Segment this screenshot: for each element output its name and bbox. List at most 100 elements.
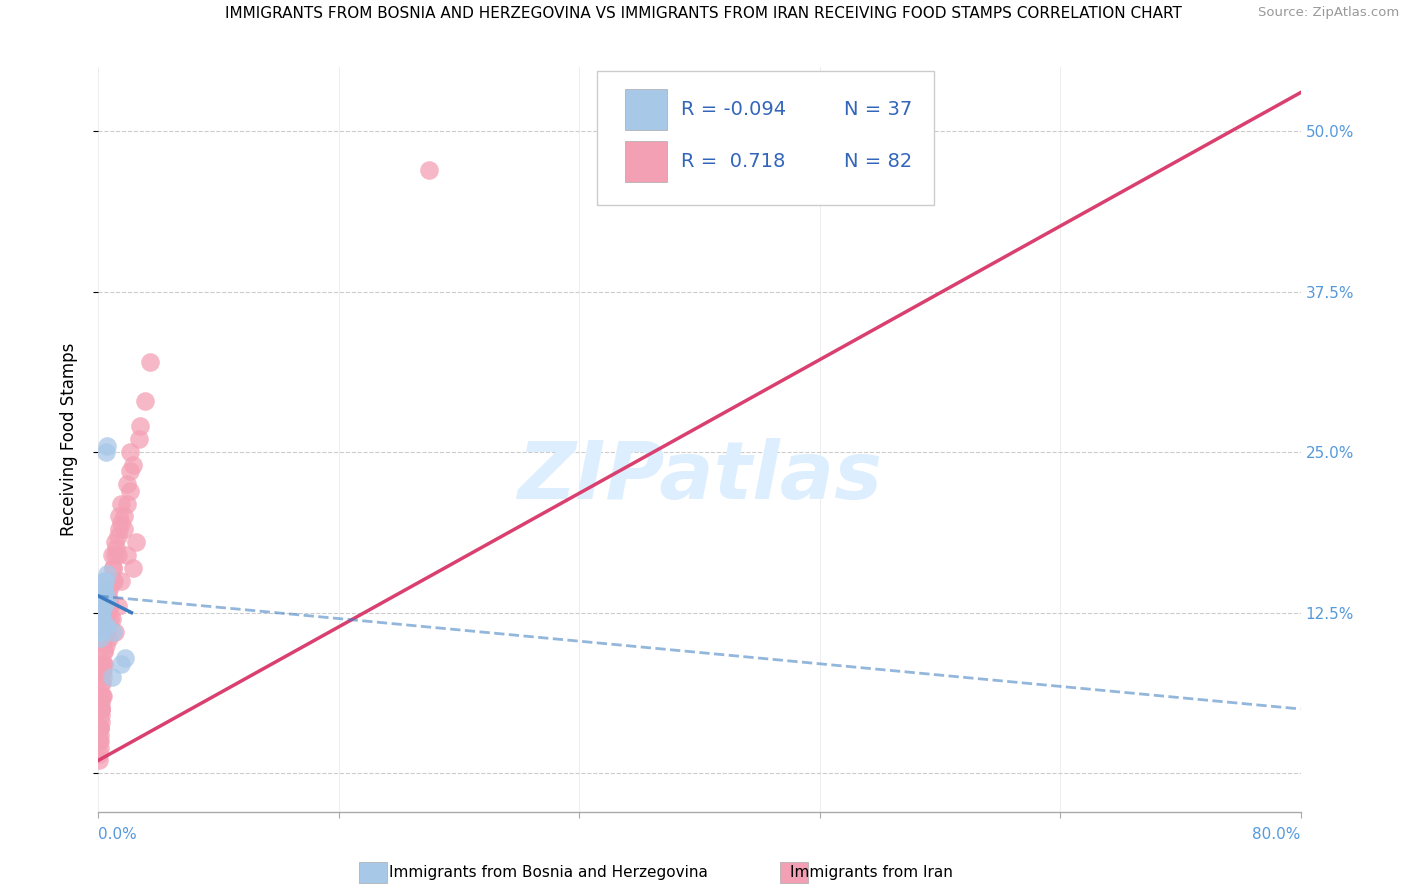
Point xyxy=(90,702,112,716)
Point xyxy=(134,393,156,408)
Point xyxy=(91,657,114,671)
Point xyxy=(90,689,112,703)
Point xyxy=(101,548,124,562)
Point xyxy=(107,548,129,562)
Point xyxy=(94,445,117,459)
Point xyxy=(115,548,138,562)
Point xyxy=(122,560,145,574)
Point xyxy=(93,664,115,678)
Text: Immigrants from Iran: Immigrants from Iran xyxy=(790,865,953,880)
Point xyxy=(107,522,129,536)
Point xyxy=(91,599,114,614)
Point xyxy=(418,162,440,177)
Point xyxy=(129,419,152,434)
Point xyxy=(94,586,117,600)
Point xyxy=(110,574,132,588)
Point xyxy=(97,599,120,614)
Point xyxy=(90,612,112,626)
Point xyxy=(114,650,136,665)
Point xyxy=(90,612,112,626)
Point xyxy=(89,721,111,735)
Point xyxy=(91,612,114,626)
Point xyxy=(89,734,111,748)
Point xyxy=(91,580,114,594)
Point xyxy=(90,606,112,620)
Text: ZIPatlas: ZIPatlas xyxy=(517,438,882,516)
Point xyxy=(96,606,118,620)
Point xyxy=(96,612,118,626)
Text: N = 82: N = 82 xyxy=(844,153,912,171)
Point xyxy=(90,702,112,716)
Point xyxy=(93,618,115,632)
Point xyxy=(89,728,111,742)
Point xyxy=(115,496,138,510)
Point xyxy=(104,548,127,562)
Text: R =  0.718: R = 0.718 xyxy=(682,153,786,171)
Point xyxy=(93,644,115,658)
Point xyxy=(101,670,124,684)
Point xyxy=(89,632,111,646)
Point xyxy=(90,702,112,716)
Point xyxy=(91,618,114,632)
Point xyxy=(93,592,115,607)
FancyBboxPatch shape xyxy=(624,89,666,130)
Point xyxy=(110,516,132,530)
Point xyxy=(90,702,112,716)
Point xyxy=(94,592,117,607)
Point xyxy=(91,664,114,678)
Point xyxy=(103,574,125,588)
Point xyxy=(100,612,122,626)
Point xyxy=(91,592,114,607)
Text: IMMIGRANTS FROM BOSNIA AND HERZEGOVINA VS IMMIGRANTS FROM IRAN RECEIVING FOOD ST: IMMIGRANTS FROM BOSNIA AND HERZEGOVINA V… xyxy=(225,6,1181,21)
Point xyxy=(90,689,112,703)
Point xyxy=(103,574,125,588)
Point xyxy=(90,599,112,614)
Text: 80.0%: 80.0% xyxy=(1253,827,1301,842)
Point xyxy=(118,483,141,498)
Point xyxy=(98,599,121,614)
Point xyxy=(104,624,127,639)
Point xyxy=(90,606,112,620)
Text: N = 37: N = 37 xyxy=(844,100,912,120)
Point xyxy=(96,618,118,632)
Point xyxy=(89,747,111,761)
Point xyxy=(115,477,138,491)
Point xyxy=(96,439,118,453)
Point xyxy=(91,664,114,678)
Point xyxy=(91,599,114,614)
Text: Immigrants from Bosnia and Herzegovina: Immigrants from Bosnia and Herzegovina xyxy=(389,865,707,880)
Point xyxy=(90,708,112,723)
FancyBboxPatch shape xyxy=(598,70,934,204)
Point xyxy=(97,586,120,600)
Point xyxy=(93,599,115,614)
Point xyxy=(105,541,128,556)
Point xyxy=(90,714,112,729)
Point xyxy=(93,586,115,600)
Point xyxy=(93,580,115,594)
Point xyxy=(91,689,114,703)
Point xyxy=(94,574,117,588)
Point xyxy=(93,632,115,646)
Text: 0.0%: 0.0% xyxy=(98,827,138,842)
Point xyxy=(90,606,112,620)
Point xyxy=(96,599,118,614)
Point xyxy=(89,740,111,755)
Point xyxy=(96,592,118,607)
Point xyxy=(96,567,118,582)
Point xyxy=(118,445,141,459)
Y-axis label: Receiving Food Stamps: Receiving Food Stamps xyxy=(59,343,77,536)
Text: R = -0.094: R = -0.094 xyxy=(682,100,786,120)
Point xyxy=(112,522,135,536)
Point xyxy=(93,624,115,639)
Point xyxy=(94,638,117,652)
Point xyxy=(93,644,115,658)
Point xyxy=(91,586,114,600)
Point xyxy=(91,657,114,671)
Point xyxy=(112,509,135,524)
Point xyxy=(94,624,117,639)
Point xyxy=(90,696,112,710)
Point xyxy=(122,458,145,472)
Point xyxy=(101,560,124,574)
Point xyxy=(97,632,120,646)
Point xyxy=(90,624,112,639)
